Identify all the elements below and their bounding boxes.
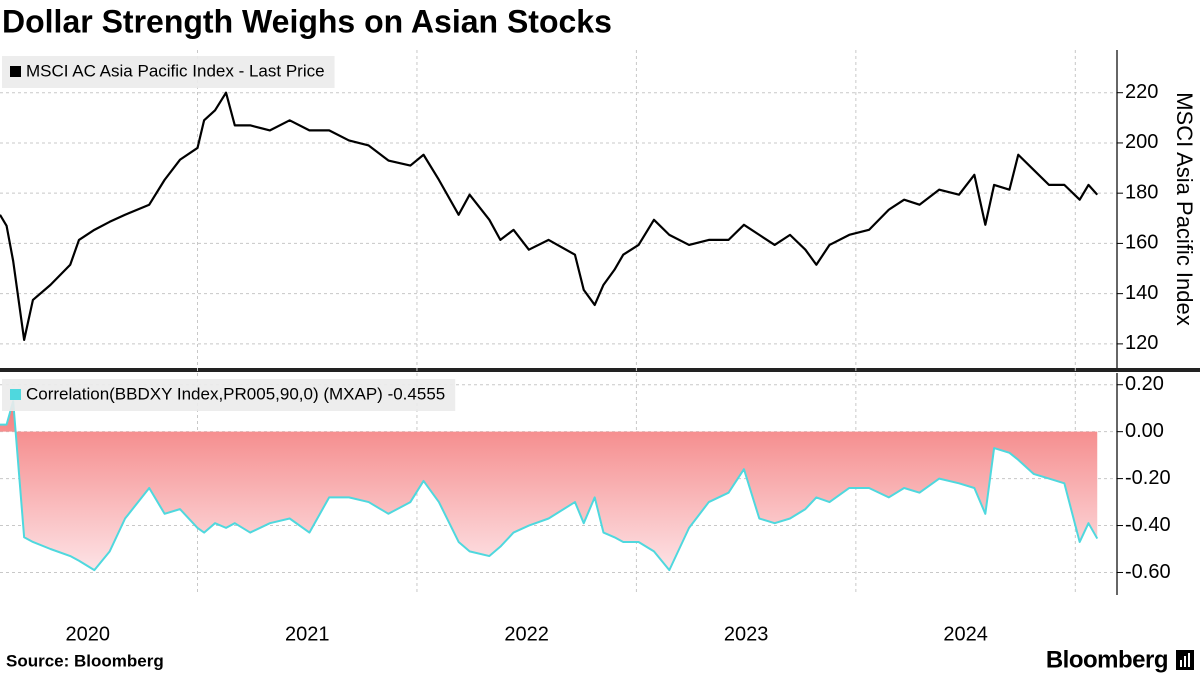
- source-note: Source: Bloomberg: [6, 651, 164, 670]
- y-tick-label: 120: [1125, 332, 1158, 354]
- correlation-line: [0, 400, 1099, 572]
- y-axis-title: MSCI Asia Pacific Index: [1172, 92, 1197, 326]
- price-line: [0, 91, 1099, 341]
- panel-separator: [0, 368, 1200, 372]
- legend-box: [2, 379, 456, 411]
- y-tick-label: 0.00: [1125, 420, 1164, 442]
- y-tick-label: -0.60: [1125, 561, 1171, 583]
- y-tick-label: 160: [1125, 232, 1158, 254]
- legend-label: Correlation(BBDXY Index,PR005,90,0) (MXA…: [26, 384, 445, 403]
- chart-title: Dollar Strength Weighs on Asian Stocks: [2, 3, 612, 39]
- correlation-area: [0, 401, 1098, 571]
- x-tick-label: 2021: [285, 623, 330, 645]
- y-tick-label: 0.20: [1125, 373, 1164, 395]
- x-tick-label: 2020: [66, 623, 111, 645]
- x-tick-label: 2023: [724, 623, 769, 645]
- y-tick-label: -0.20: [1125, 467, 1171, 489]
- legend-box: [2, 56, 335, 88]
- legend-swatch: [10, 66, 21, 77]
- x-tick-label: 2022: [504, 623, 549, 645]
- legend: Correlation(BBDXY Index,PR005,90,0) (MXA…: [2, 379, 456, 411]
- y-tick-label: 220: [1125, 81, 1158, 103]
- y-tick-label: 140: [1125, 282, 1158, 304]
- legend-label: MSCI AC Asia Pacific Index - Last Price: [26, 61, 325, 80]
- brand-icon: [1176, 650, 1194, 670]
- legend-swatch: [10, 389, 21, 400]
- y-tick-label: 200: [1125, 131, 1158, 153]
- brand: Bloomberg: [1046, 646, 1168, 673]
- x-tick-label: 2024: [943, 623, 988, 645]
- y-tick-label: -0.40: [1125, 514, 1171, 536]
- y-tick-label: 180: [1125, 181, 1158, 203]
- legend: MSCI AC Asia Pacific Index - Last Price: [2, 56, 335, 88]
